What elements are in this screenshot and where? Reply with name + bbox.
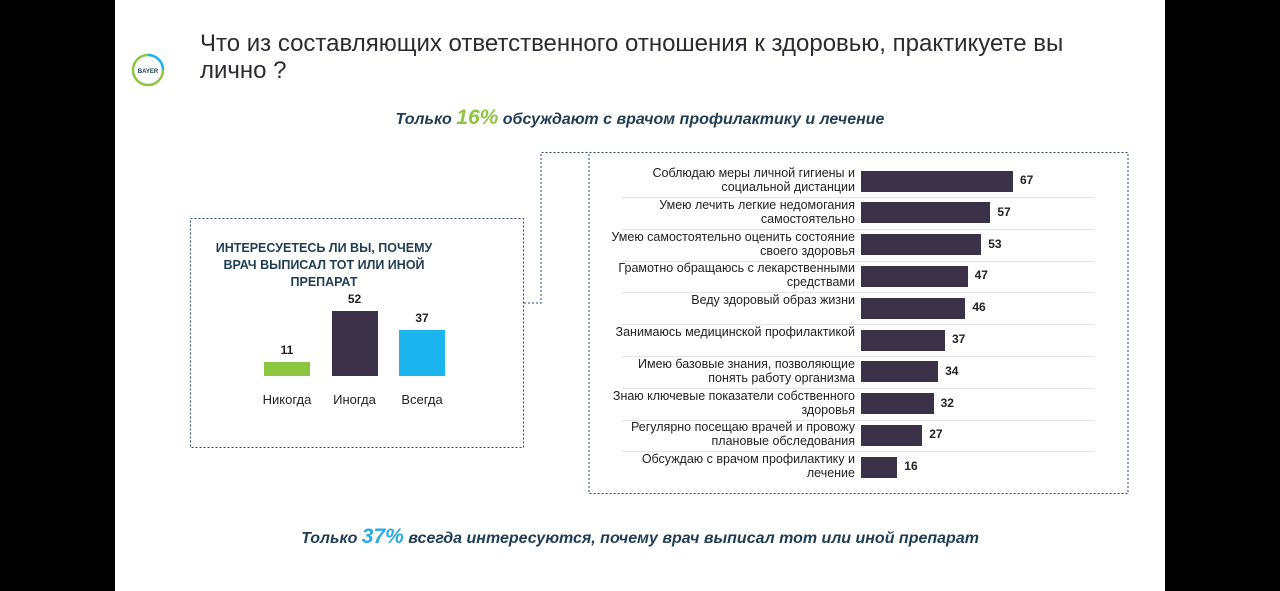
data-label: 57 — [997, 204, 1011, 219]
callout-highlight: 16% — [456, 106, 499, 129]
bar — [861, 456, 898, 478]
row-separator — [622, 228, 1095, 230]
dashed-frames — [190, 152, 1129, 494]
data-label: 53 — [988, 236, 1002, 251]
bar — [861, 265, 968, 287]
data-label: 37 — [951, 332, 966, 346]
y-tick-label: Умею самостоятельно оценить состояние св… — [611, 229, 855, 258]
bar — [861, 361, 939, 383]
callout-highlight: 37% — [361, 525, 404, 548]
slide-title: Что из составляющих ответственного отнош… — [200, 30, 1064, 84]
row-separator — [622, 387, 1095, 389]
row-separator — [622, 355, 1095, 357]
y-tick-label: Соблюдаю меры личной гигиены и социально… — [652, 166, 856, 194]
row-separator — [622, 260, 1095, 262]
data-label: 16 — [904, 459, 918, 474]
y-tick-label: Занимаюсь медицинской профилактикой — [615, 325, 855, 339]
data-label: 47 — [974, 268, 988, 283]
bar — [861, 297, 966, 319]
y-tick-label: Веду здоровый образ жизни — [691, 293, 855, 308]
data-label: 67 — [1020, 173, 1034, 187]
row-separator — [622, 451, 1095, 453]
data-label: 34 — [945, 363, 959, 378]
callout-text: Только — [301, 530, 358, 547]
y-tick-label: Имею базовые знания, позволяющие понять … — [638, 356, 855, 385]
data-label: 32 — [940, 395, 954, 410]
logo-arc — [147, 53, 165, 71]
y-tick-label: Умею лечить легкие недомогания самостоят… — [659, 197, 855, 226]
data-label: 11 — [280, 343, 294, 358]
data-label: 37 — [415, 310, 429, 325]
slide: BAYER Что из составляющих ответственного… — [115, 0, 1165, 591]
bar — [399, 329, 445, 376]
y-tick-label: Грамотно обращаюсь с лекарственными сред… — [618, 261, 855, 290]
callout-text: всегда интересуются, почему врач выписал… — [408, 530, 979, 547]
callout-text: обсуждают с врачом профилактику и лечени… — [502, 111, 885, 128]
callout-text: Только — [395, 111, 452, 128]
row-separator — [622, 292, 1095, 294]
bar — [861, 329, 945, 351]
bar — [861, 424, 923, 446]
row-separator — [622, 419, 1095, 421]
y-tick-label: Обсуждаю с врачом профилактику и лечение — [641, 452, 855, 481]
callout-bottom: Только 37% всегда интересуются, почему в… — [115, 525, 1165, 549]
frames: BAYER — [131, 53, 1129, 494]
y-tick-label: Знаю ключевые показатели собственного зд… — [612, 388, 855, 417]
y-tick-label: Регулярно посещаю врачей и провожу плано… — [630, 420, 855, 449]
bar — [861, 170, 1013, 192]
callout-top: Только 16% обсуждают с врачом профилакти… — [115, 106, 1165, 130]
logo-text: BAYER — [138, 69, 159, 75]
x-tick-label: Никогда — [262, 392, 312, 407]
bar — [861, 202, 991, 224]
x-tick-label: Иногда — [333, 392, 376, 407]
row-separator — [622, 196, 1095, 198]
bar — [331, 311, 378, 376]
chart-title: ИНТЕРЕСУЕТЕСЬ ЛИ ВЫ, ПОЧЕМУ ВРАЧ ВЫПИСАЛ… — [215, 241, 433, 289]
bar — [861, 234, 982, 256]
data-label: 27 — [929, 427, 943, 442]
row-separator — [622, 324, 1095, 326]
bar — [264, 362, 310, 376]
x-tick-label: Всегда — [401, 392, 443, 407]
data-label: 52 — [347, 292, 362, 306]
data-label: 46 — [972, 300, 986, 315]
bar — [861, 393, 934, 415]
